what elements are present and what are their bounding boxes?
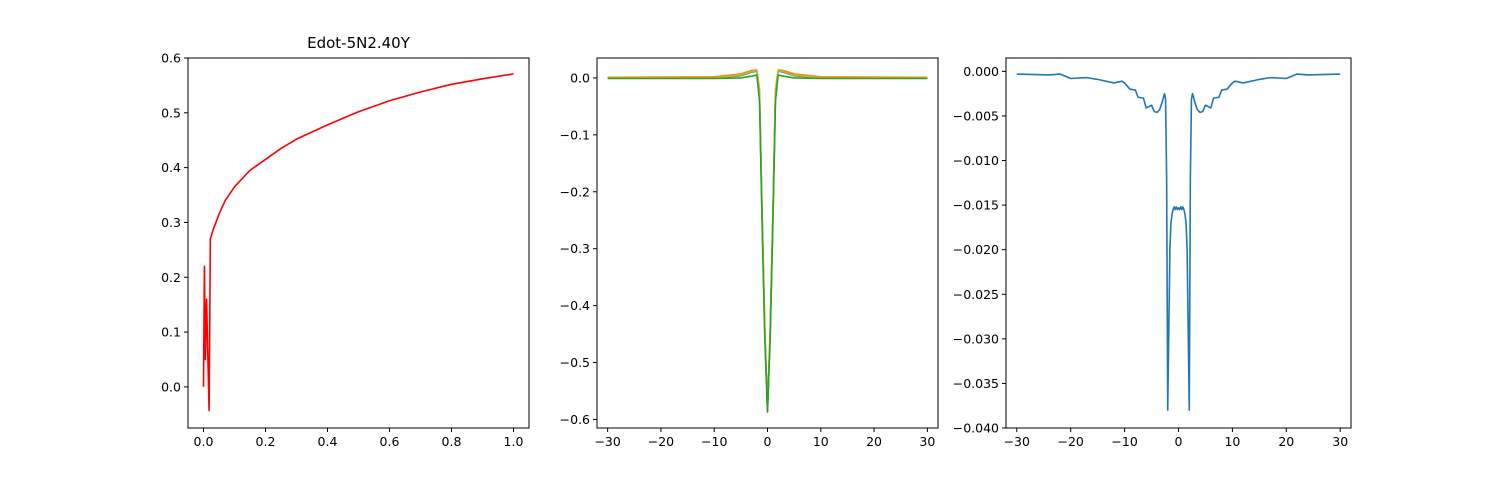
panel-1-x-tick-label: 0.4 [318,434,338,449]
panel-3-y-tick-label: −0.005 [953,108,999,123]
panel-3-x-tick-label: 20 [1278,434,1294,449]
panel-1-y-tick-label: 0.1 [161,325,181,340]
panel-2-x-tick-label: −10 [701,434,727,449]
panel-1-x-tick-label: 0.0 [194,434,214,449]
panel-3: −30 −20 −10 0 10 20 30 0.000 −0.005 −0.010 −0.015 −… [953,57,1352,449]
panel-1-y-tick-label: 0.4 [161,160,181,175]
panel-1-x-tick-label: 0.6 [380,434,400,449]
panel-1-marks: 0.0 0.2 0.4 0.6 0.8 1.0 0.0 0.1 0.2 0.3 0.4 0.5 0.6 [161,51,523,450]
panel-1-title: Edot-5N2.40Y [307,34,411,52]
panel-2-x-tick-label: −30 [594,434,620,449]
panel-3-x-tick-label: −20 [1057,434,1083,449]
panel-1-y-tick-label: 0.0 [161,379,181,394]
panel-3-y-tick-label: −0.035 [953,376,999,391]
panel-3-y-tick-label: −0.030 [953,331,999,346]
panel-3-y-tick-label: −0.010 [953,153,999,168]
panel-1-x-tick-label: 0.8 [442,434,462,449]
panel-3-y-tick-label: 0.000 [963,64,999,79]
panel-1-y-tick-label: 0.3 [161,215,181,230]
panel-2-frame [596,57,939,429]
panel-2-y-tick-label: 0.0 [570,70,590,85]
panel-2-x-tick-label: 20 [866,434,882,449]
panel-3-x-tick-label: 30 [1332,434,1348,449]
panel-2-y-tick-label: −0.1 [560,127,590,142]
panel-3-x-tick-label: 10 [1224,434,1240,449]
panel-3-y-tick-label: −0.025 [953,287,999,302]
panel-3-x-tick-label: 0 [1175,434,1183,449]
panel-1-y-tick-label: 0.2 [161,270,181,285]
panel-3-x-tick-label: −10 [1111,434,1137,449]
panel-3-series-1-line [1016,73,1341,411]
panel-2-y-tick-label: −0.2 [560,184,590,199]
panel-1-series-1-line [202,73,514,412]
panel-3-marks: −30 −20 −10 0 10 20 30 0.000 −0.005 −0.010 −0.015 −… [953,64,1348,449]
panel-3-y-tick-label: −0.015 [953,198,999,213]
panel-2-y-tick-label: −0.5 [560,355,590,370]
panel-2: −30 −20 −10 0 10 20 30 0.0 −0.1 −0.2 −0.3 −0.4 −0.5 −… [560,57,939,449]
panel-2-marks: −30 −20 −10 0 10 20 30 0.0 −0.1 −0.2 −0.3 −0.4 −0.5 −… [560,69,935,449]
panel-2-y-tick-label: −0.6 [560,412,590,427]
panel-1-y-tick-label: 0.5 [161,105,181,120]
panel-3-y-tick-label: −0.040 [953,421,999,436]
panel-3-frame [1005,57,1352,429]
panel-2-series-4-line [607,74,928,413]
panel-1-frame [187,57,530,429]
panel-2-y-tick-label: −0.3 [560,241,590,256]
panel-3-y-tick-label: −0.020 [953,242,999,257]
panel-1: 0.0 0.2 0.4 0.6 0.8 1.00.00.10.20.30.40.50.6 … [161,34,530,450]
panel-1-x-tick-label: 0.2 [256,434,276,449]
panel-1-y-tick-label: 0.6 [161,51,181,66]
panel-2-y-tick-label: −0.4 [560,298,590,313]
panel-2-x-tick-label: 30 [919,434,935,449]
panel-2-x-tick-label: 10 [813,434,829,449]
panel-2-x-tick-label: −20 [648,434,674,449]
panel-2-x-tick-label: 0 [764,434,772,449]
panel-3-x-tick-label: −30 [1004,434,1030,449]
panel-1-x-tick-label: 1.0 [504,434,524,449]
